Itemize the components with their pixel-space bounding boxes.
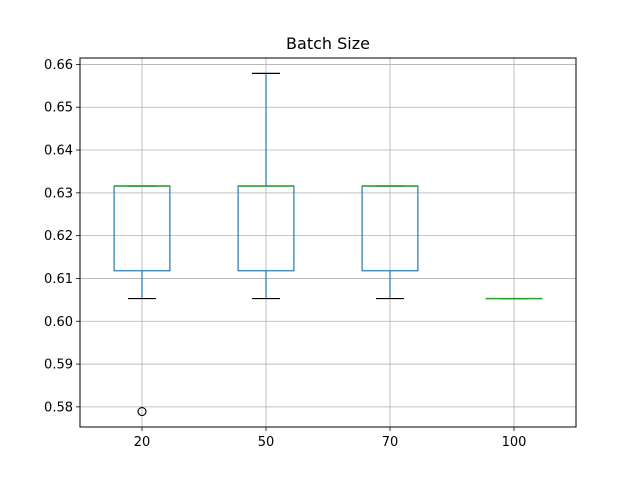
y-tick-label: 0.63	[44, 186, 73, 201]
y-tick-label: 0.58	[44, 400, 73, 415]
box-group	[237, 72, 295, 300]
y-tick-label: 0.64	[44, 144, 73, 159]
box-group	[113, 185, 171, 417]
plot-frame	[79, 57, 577, 428]
y-tick-label: 0.65	[44, 101, 73, 116]
y-tick-label: 0.62	[44, 229, 73, 244]
y-tick-label: 0.66	[44, 58, 73, 73]
x-tick-label: 100	[502, 435, 527, 450]
x-tick-label: 70	[382, 435, 399, 450]
outlier-point	[137, 407, 147, 417]
x-tick-label: 20	[134, 435, 151, 450]
axes: 0.58 0.59 0.60 0.61 0.62 0.63 0.64 0.65 0.66 20 50…	[44, 58, 526, 450]
x-tick-label: 50	[258, 435, 275, 450]
y-tick-label: 0.61	[44, 272, 73, 287]
chart-title: Batch Size	[286, 34, 370, 53]
y-tick-label: 0.59	[44, 358, 73, 373]
y-tick-label: 0.60	[44, 315, 73, 330]
plot-marks	[113, 72, 543, 417]
box-group	[361, 185, 419, 300]
